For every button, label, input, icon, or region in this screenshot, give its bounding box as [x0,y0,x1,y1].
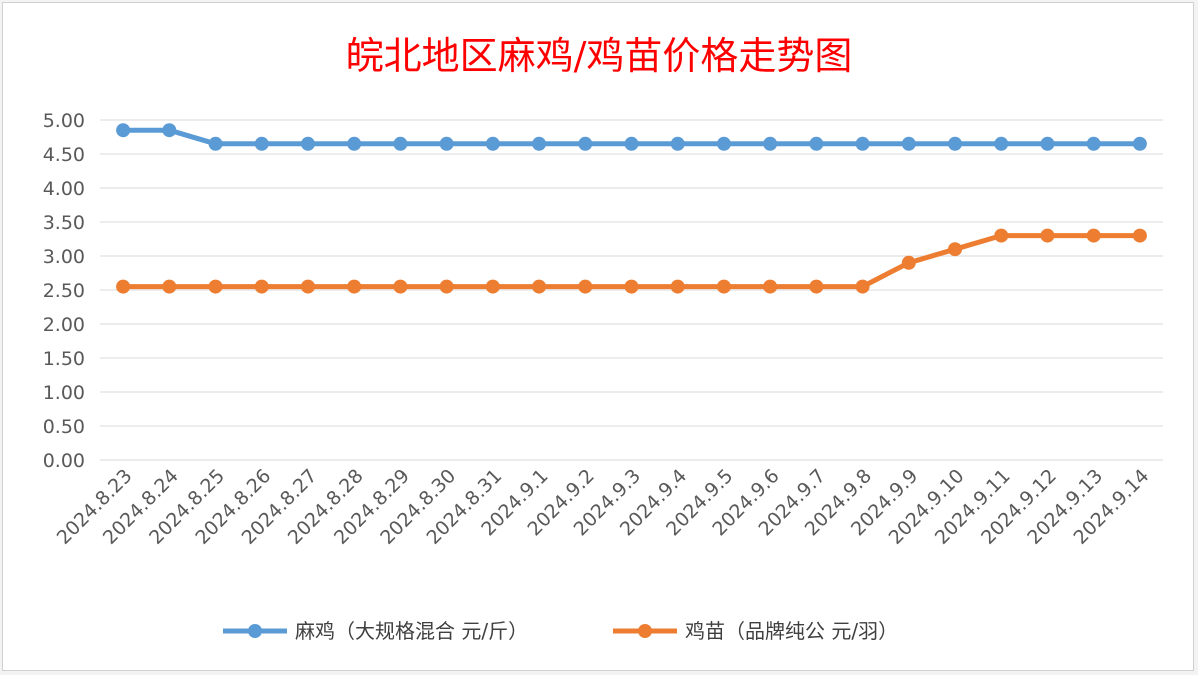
data-point [624,136,639,151]
data-point [162,123,177,138]
data-point [855,279,870,294]
legend-item: 麻鸡（大规格混合 元/斤） [223,619,528,643]
data-point [532,136,547,151]
y-tick-label: 4.00 [43,178,85,200]
y-tick-label: 4.50 [43,144,85,166]
data-point [347,279,362,294]
data-point [716,136,731,151]
series-1 [116,123,1147,151]
y-tick-label: 0.50 [43,416,85,438]
legend-item: 鸡苗（品牌纯公 元/羽） [613,619,898,643]
legend-label: 鸡苗（品牌纯公 元/羽） [685,619,898,643]
data-point [1040,136,1055,151]
data-point [716,279,731,294]
data-point [439,279,454,294]
data-point [208,136,223,151]
data-point [254,279,269,294]
y-axis-ticks: 0.00 0.50 1.00 1.50 2.00 2.50 3.00 3.50 4.00 4.50… [43,110,85,472]
data-point [347,136,362,151]
y-tick-label: 3.00 [43,246,85,268]
x-axis-ticks: 2024.8.232024.8.242024.8.252024.8.262024… [53,465,1154,549]
data-point [162,279,177,294]
series-line [123,233,1140,290]
data-point [1132,136,1147,151]
data-point [578,279,593,294]
legend: 麻鸡（大规格混合 元/斤） 鸡苗（品牌纯公 元/羽） [223,619,898,643]
data-point [994,136,1009,151]
data-point [948,242,963,257]
data-point [578,136,593,151]
data-point [948,136,963,151]
data-point [1086,228,1101,243]
data-point [1132,228,1147,243]
y-tick-label: 2.00 [43,314,85,336]
y-tick-label: 5.00 [43,110,85,132]
legend-swatch-marker [638,624,652,638]
y-tick-label: 0.00 [43,450,85,472]
data-point [116,279,131,294]
data-point [393,136,408,151]
data-point [809,279,824,294]
chart-title: 皖北地区麻鸡/鸡苗价格走势图 [345,34,853,78]
data-point [300,279,315,294]
data-point [208,279,223,294]
legend-label: 麻鸡（大规格混合 元/斤） [295,619,528,643]
data-point [670,279,685,294]
line-chart: 0.00 0.50 1.00 1.50 2.00 2.50 3.00 3.50 4.00 4.50… [43,110,1163,643]
series-lines [116,123,1147,294]
y-tick-label: 1.50 [43,348,85,370]
legend-swatch-marker [248,624,262,638]
data-point [901,255,916,270]
y-tick-label: 3.50 [43,212,85,234]
data-point [1086,136,1101,151]
data-point [763,279,778,294]
data-point [670,136,685,151]
data-point [901,136,916,151]
y-tick-label: 2.50 [43,280,85,302]
data-point [532,279,547,294]
data-point [624,279,639,294]
data-point [485,279,500,294]
y-tick-label: 1.00 [43,382,85,404]
data-point [485,136,500,151]
data-point [809,136,824,151]
data-point [254,136,269,151]
series-2 [116,228,1147,294]
data-point [763,136,778,151]
data-point [393,279,408,294]
data-point [116,123,131,138]
data-point [994,228,1009,243]
gridlines [100,119,1163,461]
data-point [1040,228,1055,243]
data-point [300,136,315,151]
data-point [439,136,454,151]
data-point [855,136,870,151]
